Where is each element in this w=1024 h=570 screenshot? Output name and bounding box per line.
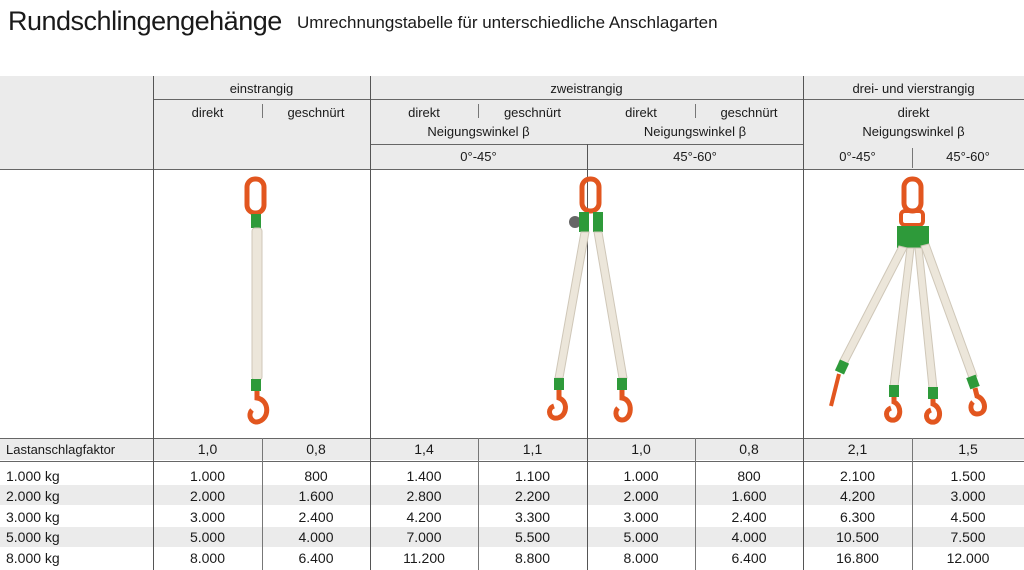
angle-label: 0°-45° xyxy=(460,148,497,164)
four-leg-sling-image xyxy=(829,176,987,425)
group-zweistrangig: zweistrangig xyxy=(550,80,623,96)
table-cell: 4.200 xyxy=(406,509,442,525)
sub-sep xyxy=(912,148,913,168)
sub-drei-direkt: direkt xyxy=(897,104,930,120)
row-label: 5.000 kg xyxy=(6,529,60,545)
data-sep xyxy=(912,438,913,570)
table-cell: 1.000 xyxy=(189,468,226,484)
rule-group xyxy=(153,99,1024,100)
table-cell: 5.000 xyxy=(189,529,226,545)
table-cell: 1.600 xyxy=(298,488,334,504)
col-line xyxy=(370,76,371,570)
table-cell: 6.300 xyxy=(839,509,876,525)
row-label: 1.000 kg xyxy=(6,468,60,484)
table-cell: 11.200 xyxy=(403,550,445,566)
factor-band xyxy=(0,438,1024,460)
row-label: 3.000 kg xyxy=(6,509,60,525)
table-cell: 4.500 xyxy=(950,509,986,525)
table-cell: 10.500 xyxy=(836,529,879,545)
row-label: 8.000 kg xyxy=(6,550,60,566)
factor-value: 1,4 xyxy=(414,441,434,457)
sub-sep xyxy=(478,104,479,118)
table-cell: 3.000 xyxy=(950,488,986,504)
factor-value: 2,1 xyxy=(847,441,868,457)
table-cell: 5.000 xyxy=(623,529,659,545)
table-cell: 6.400 xyxy=(731,550,767,566)
angle-label: 45°-60° xyxy=(673,148,717,164)
table-cell: 4.000 xyxy=(298,529,334,545)
factor-label: Lastanschlagfaktor xyxy=(6,441,116,457)
col-line xyxy=(587,144,588,570)
data-sep xyxy=(478,438,479,570)
conversion-table: einstrangig zweistrangig drei- und viers… xyxy=(0,76,1024,570)
table-cell: 1.000 xyxy=(623,468,659,484)
factor-value: 1,1 xyxy=(522,441,543,457)
neigungswinkel-label: Neigungswinkel β xyxy=(643,123,747,139)
table-cell: 16.800 xyxy=(836,550,879,566)
table-cell: 2.000 xyxy=(623,488,659,504)
factor-value: 0,8 xyxy=(739,441,759,457)
sub-sep xyxy=(262,104,263,118)
group-drei-vierstrangig: drei- und vierstrangig xyxy=(852,80,975,96)
sub-zwei-a-geschnuert: geschnürt xyxy=(503,104,562,120)
table-cell: 3.000 xyxy=(189,509,226,525)
table-cell: 800 xyxy=(737,468,761,484)
table-cell: 2.200 xyxy=(514,488,551,504)
table-cell: 1.400 xyxy=(406,468,442,484)
col-line xyxy=(153,76,154,570)
header-band xyxy=(0,76,1024,169)
table-cell: 8.800 xyxy=(514,550,551,566)
table-cell: 1.500 xyxy=(950,468,986,484)
rule-factor-bottom xyxy=(0,461,1024,462)
table-cell: 3.300 xyxy=(514,509,551,525)
table-cell: 3.000 xyxy=(623,509,659,525)
rule-header xyxy=(0,169,1024,170)
data-sep xyxy=(262,438,263,570)
sub-zwei-b-geschnuert: geschnürt xyxy=(720,104,778,120)
table-cell: 6.400 xyxy=(298,550,334,566)
single-leg-sling-image xyxy=(244,176,270,425)
page-title: Rundschlingengehänge xyxy=(8,6,282,36)
stripe-row-4 xyxy=(0,527,1024,547)
table-cell: 800 xyxy=(304,468,328,484)
sub-sep xyxy=(695,104,696,118)
table-cell: 8.000 xyxy=(623,550,659,566)
neigungswinkel-label: Neigungswinkel β xyxy=(427,123,530,139)
sub-zwei-a-direkt: direkt xyxy=(408,104,440,120)
table-cell: 7.000 xyxy=(406,529,442,545)
col-line xyxy=(803,76,804,570)
table-cell: 1.100 xyxy=(514,468,551,484)
table-cell: 4.200 xyxy=(839,488,876,504)
table-cell: 2.400 xyxy=(731,509,767,525)
page-subtitle: Umrechnungstabelle für unterschiedliche … xyxy=(297,13,718,32)
factor-value: 0,8 xyxy=(306,441,326,457)
data-sep xyxy=(695,438,696,570)
factor-value: 1,5 xyxy=(958,441,978,457)
table-cell: 7.500 xyxy=(950,529,986,545)
table-cell: 5.500 xyxy=(514,529,551,545)
sub-zwei-b-direkt: direkt xyxy=(625,104,657,120)
group-einstrangig: einstrangig xyxy=(229,80,294,96)
table-cell: 2.000 xyxy=(189,488,226,504)
table-cell: 12.000 xyxy=(946,550,990,566)
factor-value: 1,0 xyxy=(631,441,651,457)
table-cell: 2.800 xyxy=(406,488,442,504)
table-cell: 8.000 xyxy=(189,550,226,566)
sub-einstrangig-direkt: direkt xyxy=(191,104,224,120)
factor-value: 1,0 xyxy=(197,441,218,457)
table-cell: 4.000 xyxy=(731,529,767,545)
row-label: 2.000 kg xyxy=(6,488,60,504)
angle-label: 0°-45° xyxy=(839,148,876,164)
angle-label: 45°-60° xyxy=(946,148,990,164)
neigungswinkel-label: Neigungswinkel β xyxy=(862,123,965,139)
table-cell: 2.400 xyxy=(298,509,334,525)
stripe-row-2 xyxy=(0,485,1024,505)
table-cell: 1.600 xyxy=(731,488,767,504)
rule-factor-top xyxy=(0,438,1024,439)
sub-einstrangig-geschnuert: geschnürt xyxy=(287,104,345,120)
two-leg-sling-image xyxy=(547,176,633,423)
table-cell: 2.100 xyxy=(839,468,876,484)
